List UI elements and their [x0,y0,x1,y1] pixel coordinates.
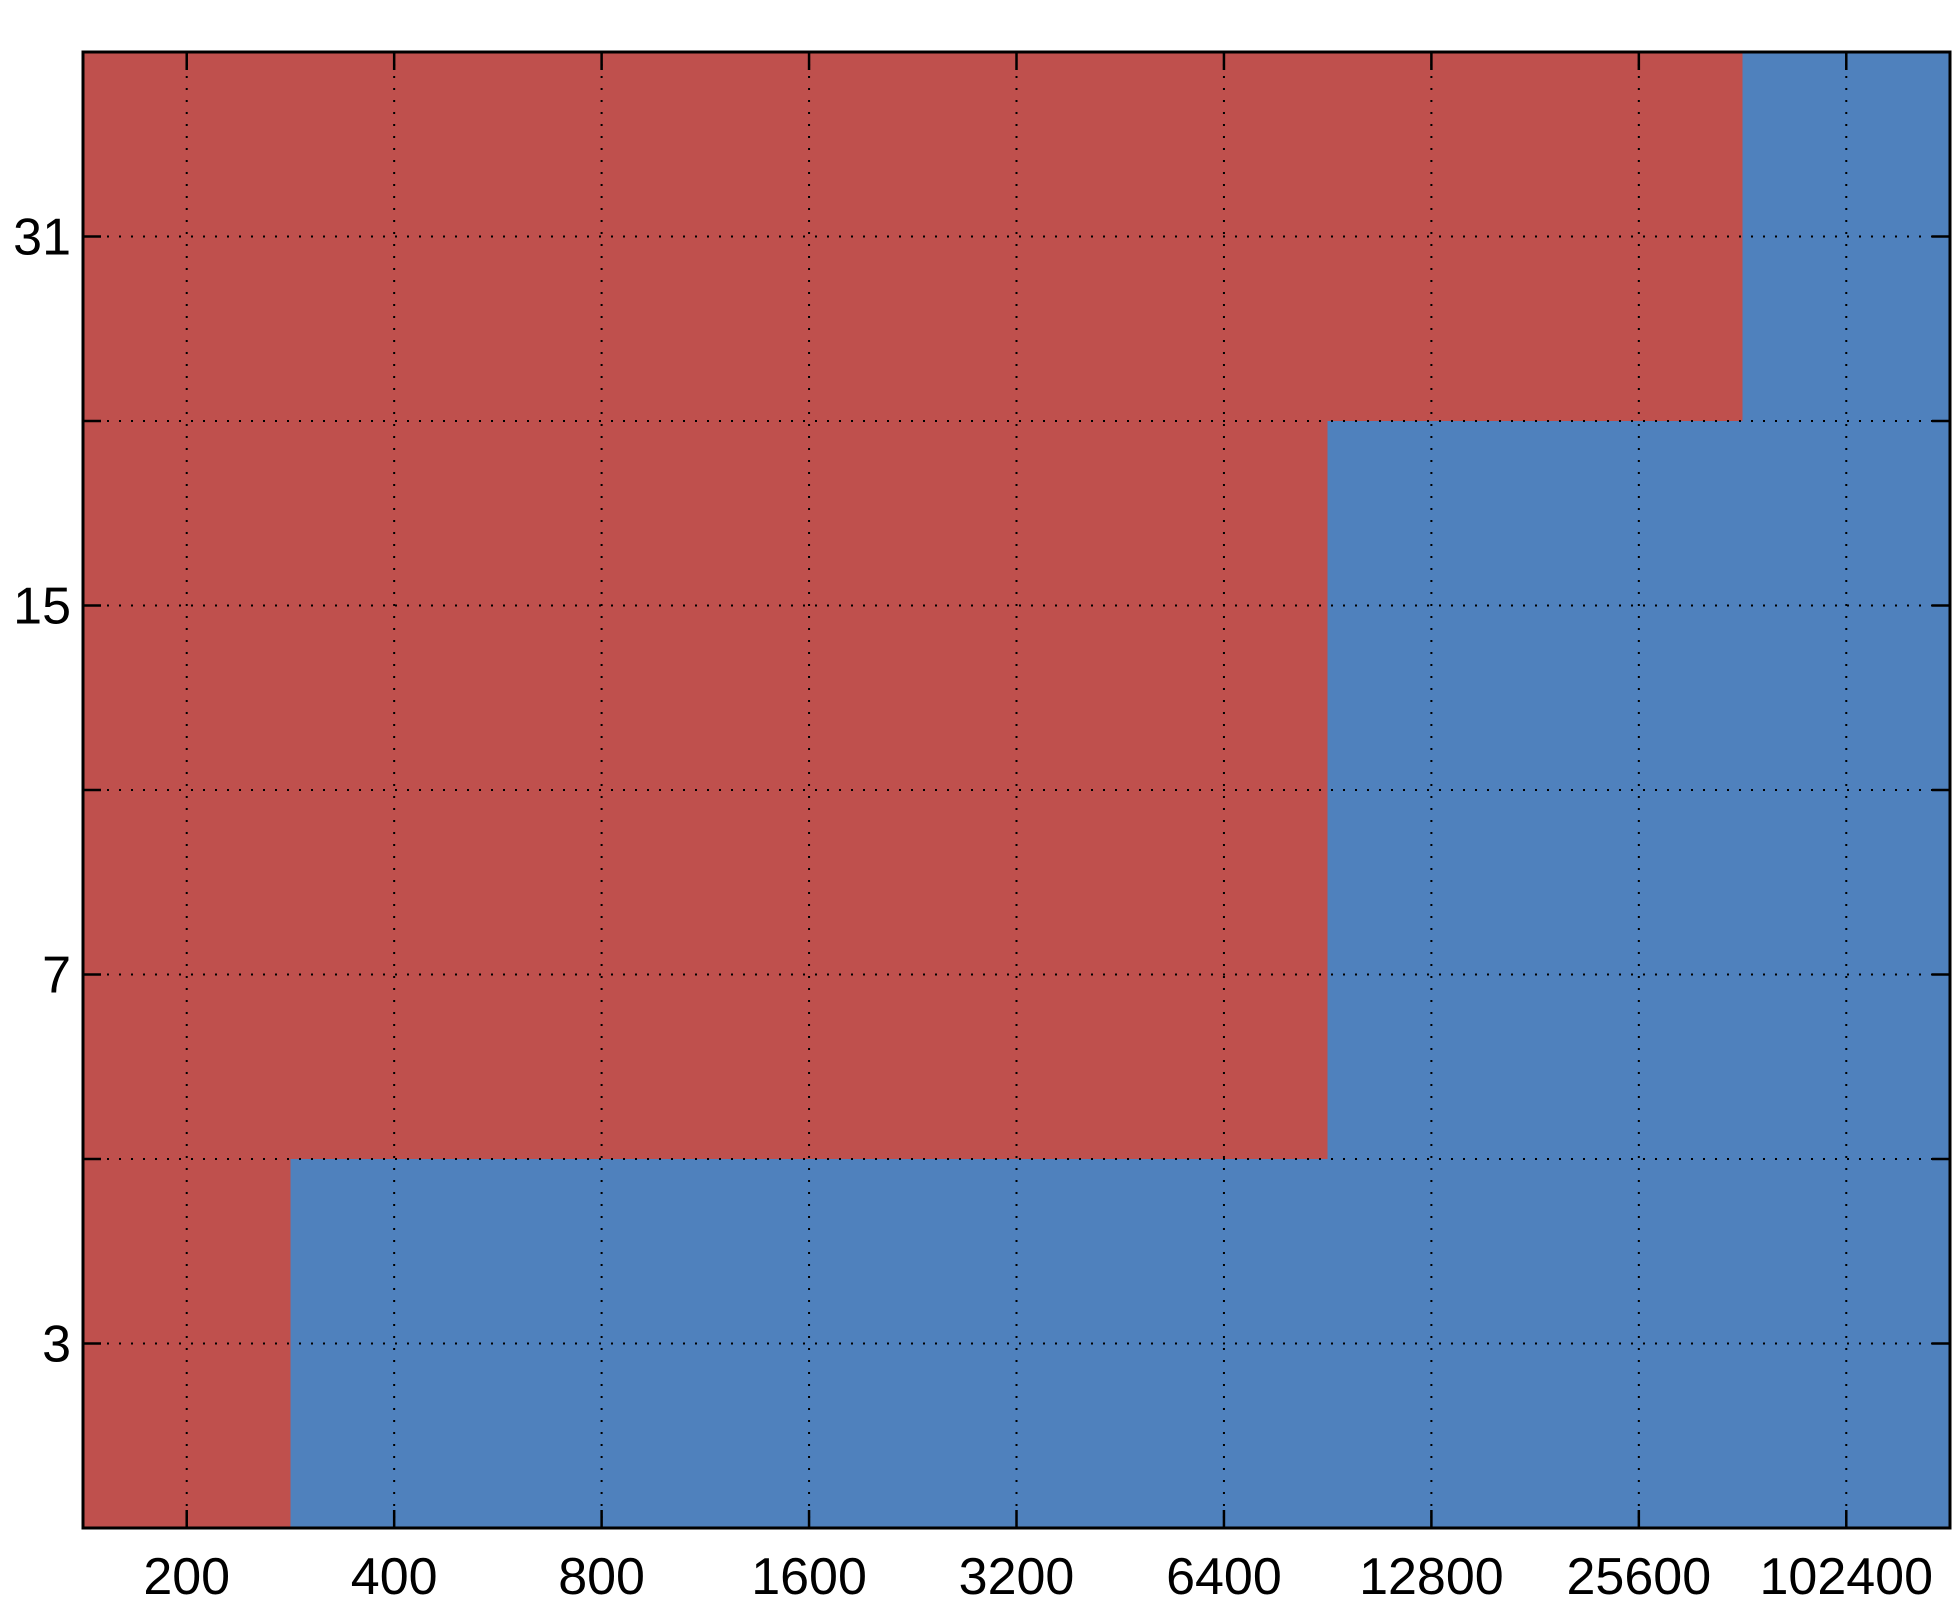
x-tick-label: 102400 [1760,1548,1934,1604]
heatmap-regions [83,52,1950,1528]
x-tick-label: 200 [143,1548,230,1604]
x-tick-label: 25600 [1567,1548,1712,1604]
heatmap-region-blue-1 [290,1159,1950,1528]
x-tick-labels: 200 400 800 1600 3200 6400 12800 25600 102400 [143,1548,1933,1604]
plot-frame [81,50,1952,1530]
axis-ticks [83,52,1950,1528]
y-tick-label: 7 [42,947,71,1005]
y-tick-label: 31 [13,209,71,267]
heatmap-region-red-2 [83,52,1328,1159]
x-tick-label: 6400 [1166,1548,1282,1604]
y-tick-label: 3 [42,1316,71,1374]
y-tick-label: 15 [13,578,71,636]
x-tick-label: 400 [351,1548,438,1604]
heatmap-region-red-0 [83,1159,291,1528]
x-tick-label: 1600 [751,1548,867,1604]
x-tick-label: 3200 [959,1548,1075,1604]
x-tick-label: 12800 [1359,1548,1504,1604]
y-tick-labels: 3 7 15 31 [13,209,71,1374]
x-tick-label: 800 [558,1548,645,1604]
